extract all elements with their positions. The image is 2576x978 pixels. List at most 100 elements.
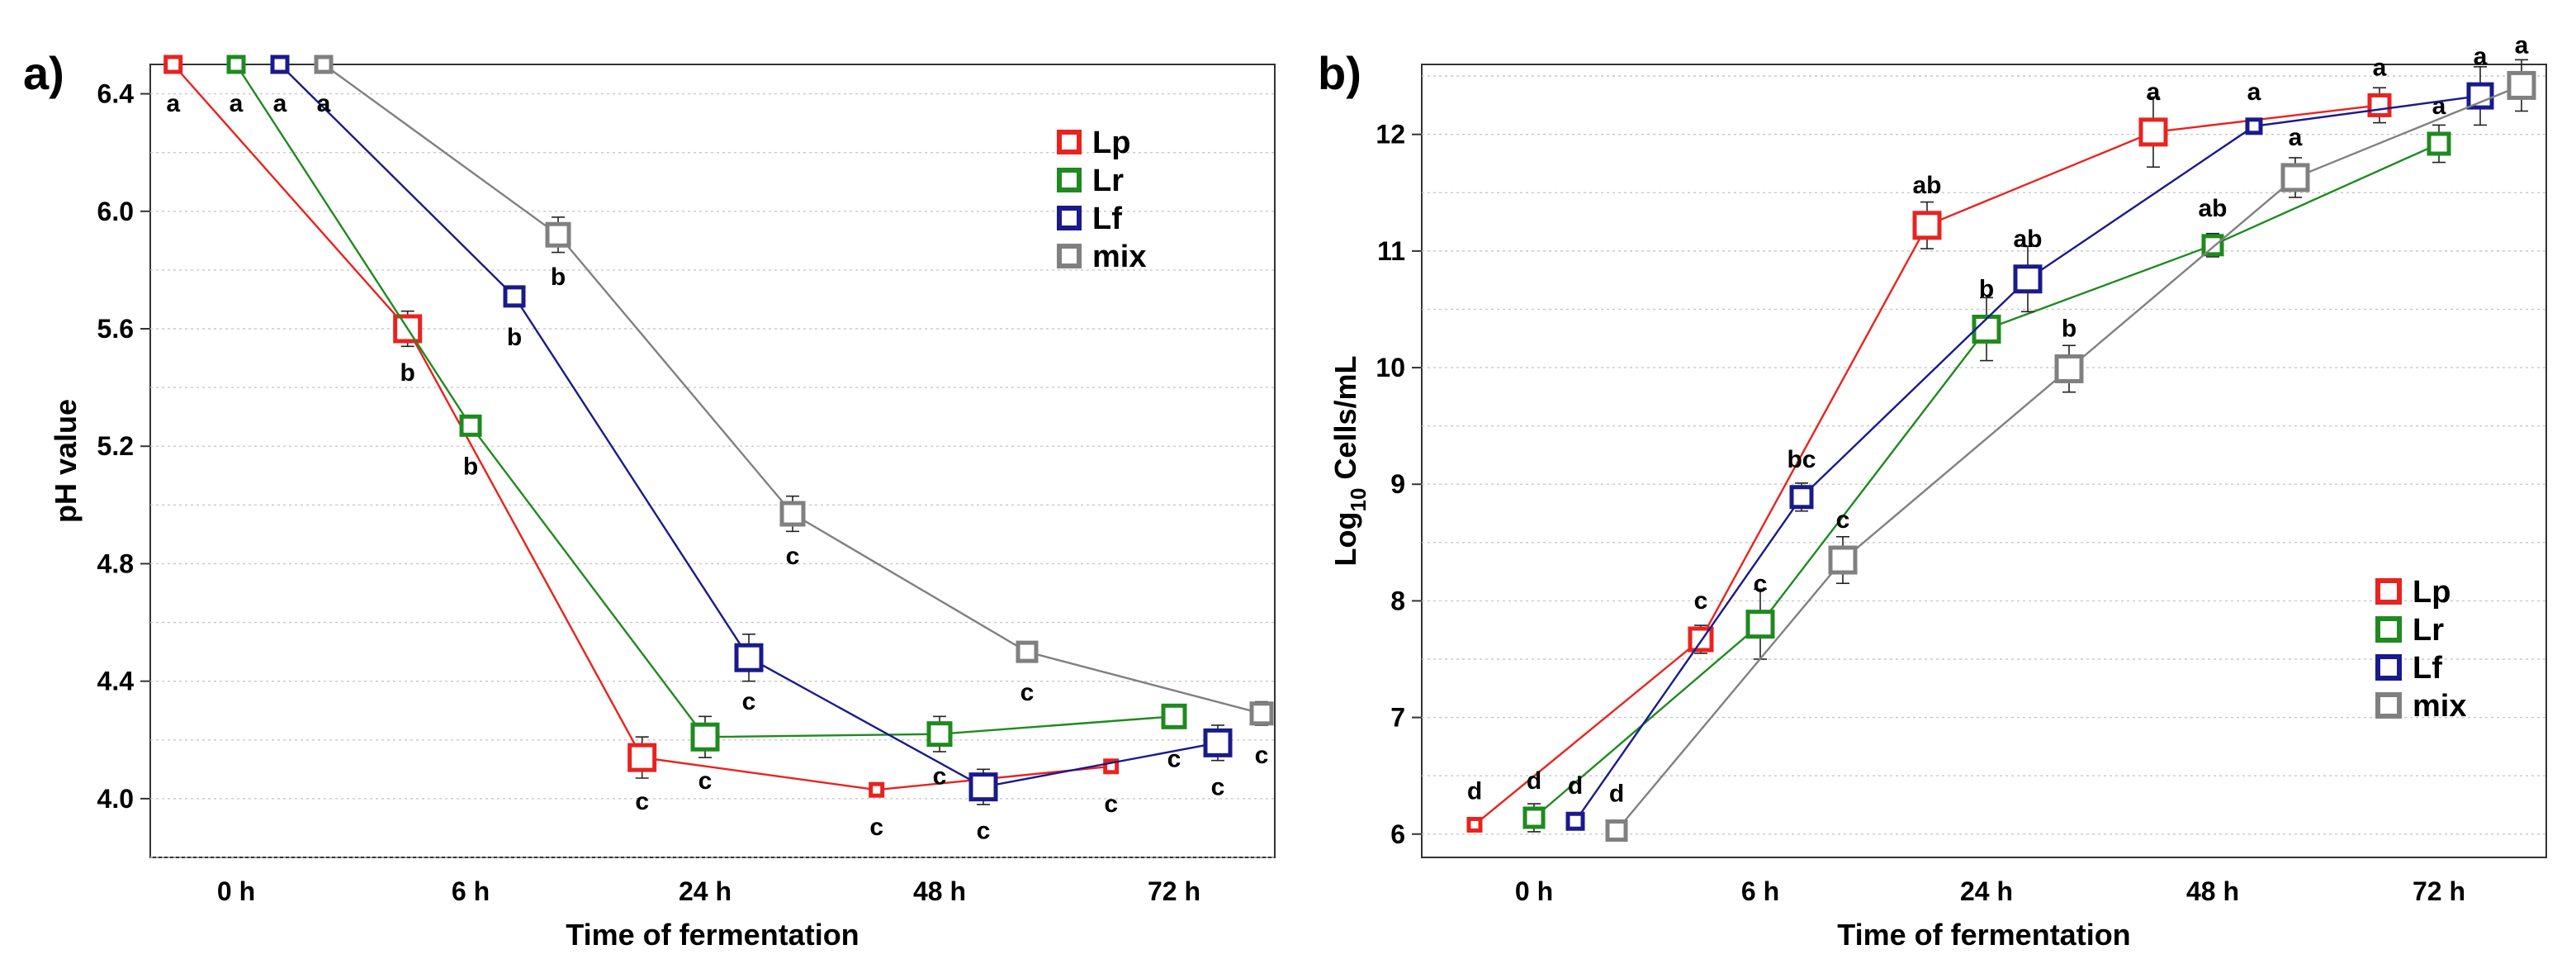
data-point — [163, 55, 183, 74]
significance-letter: b — [463, 453, 478, 480]
significance-letter: c — [869, 814, 883, 841]
panel-a-legend: Lp Lr Lf mix — [1057, 126, 1146, 274]
legend-label: Lp — [1092, 126, 1130, 160]
significance-letter: b — [2062, 315, 2076, 342]
y-tick-label: 7 — [1390, 703, 1405, 733]
x-tick-label: 24 h — [1960, 876, 2013, 906]
data-point — [314, 55, 334, 74]
y-tick-label: 5.2 — [97, 431, 134, 461]
data-point — [869, 781, 885, 798]
significance-letter: d — [1568, 772, 1583, 800]
legend-swatch — [2375, 654, 2402, 681]
data-point — [1565, 811, 1585, 831]
x-tick-label: 72 h — [2413, 876, 2465, 906]
data-point — [1522, 806, 1546, 829]
significance-letter: c — [1694, 587, 1708, 615]
data-point — [226, 55, 246, 74]
y-tick-label: 6 — [1390, 819, 1405, 849]
data-point — [1972, 314, 2001, 344]
data-point — [503, 285, 526, 308]
y-tick-label: 12 — [1376, 120, 1405, 150]
significance-letter: d — [1609, 781, 1624, 808]
y-tick-label: 10 — [1376, 353, 1405, 382]
data-point — [2367, 93, 2392, 117]
data-point — [1745, 610, 1775, 639]
data-point — [627, 743, 657, 772]
significance-letter: a — [166, 90, 180, 117]
legend-swatch — [2375, 578, 2402, 605]
data-point — [2466, 82, 2494, 110]
data-point — [2013, 264, 2043, 294]
significance-letter: b — [551, 263, 566, 291]
significance-letter: c — [977, 818, 991, 845]
legend-label: mix — [2413, 689, 2466, 724]
legend-item-Lf: Lf — [2375, 651, 2442, 686]
legend-swatch — [1057, 130, 1082, 154]
panel-b-plot-area — [1421, 64, 2547, 858]
panel-a: a) 4.0 4.4 4.8 5.2 5.6 6.0 6.4 0 h 6 h 24 h 48 h 7… — [23, 47, 1276, 952]
data-point — [1466, 816, 1483, 833]
panel-b-x-ticks: 0 h 6 h 24 h 48 h 72 h — [1515, 876, 2465, 906]
panel-b-label: b) — [1318, 47, 1361, 99]
legend-swatch — [2375, 692, 2402, 719]
significance-letter: a — [317, 90, 331, 117]
significance-letter: c — [933, 763, 947, 790]
series-Lf: d b c ab a a — [1565, 43, 2494, 831]
data-point — [779, 501, 806, 527]
panel-a-gridlines — [150, 93, 1275, 858]
legend-swatch — [1057, 168, 1082, 192]
data-point — [2054, 354, 2084, 383]
legend-item-mix: mix — [1057, 240, 1146, 274]
significance-letter: c — [786, 543, 800, 570]
significance-letter: a — [2515, 31, 2529, 59]
significance-letter: ab — [2013, 226, 2042, 253]
x-tick-label: 6 h — [452, 876, 490, 906]
data-point — [690, 722, 720, 752]
data-point — [1249, 701, 1274, 726]
panel-b-y-axis-title-rest: Cells/mL — [1328, 356, 1362, 488]
data-point — [1016, 640, 1039, 663]
panel-b-y-axis-title-sub: 10 — [1346, 488, 1371, 512]
series-Lf: a b c c c — [270, 55, 1233, 845]
y-tick-label: 6.4 — [97, 79, 135, 109]
data-point — [1912, 211, 1942, 240]
data-point — [968, 772, 998, 802]
data-point — [459, 414, 482, 437]
data-point — [1161, 703, 1187, 729]
significance-letter: ab — [1912, 172, 1941, 199]
significance-letter: ab — [2198, 195, 2227, 222]
data-point — [2427, 131, 2451, 156]
data-point — [1789, 485, 1814, 510]
data-point — [2138, 117, 2168, 147]
y-tick-label: 4.4 — [97, 667, 135, 696]
significance-letter: c — [742, 688, 756, 715]
significance-letter: a — [2474, 43, 2488, 70]
significance-letter: d — [1527, 767, 1541, 795]
legend-label: Lr — [2413, 613, 2444, 648]
panel-b-x-axis-title: Time of fermentation — [1837, 918, 2130, 952]
panel-a-x-ticks: 0 h 6 h 24 h 48 h 72 h — [217, 876, 1200, 906]
data-point — [2201, 234, 2224, 257]
significance-letter: a — [2147, 78, 2161, 106]
legend-label: Lf — [1092, 202, 1122, 236]
series-mix: a b c c c — [314, 55, 1274, 769]
data-point — [2245, 117, 2263, 135]
x-tick-label: 0 h — [1515, 876, 1553, 906]
significance-letter: a — [230, 90, 244, 117]
significance-letter: c — [1255, 742, 1269, 769]
legend-item-Lf: Lf — [1057, 202, 1122, 236]
x-tick-label: 48 h — [913, 876, 966, 906]
panel-b-y-axis-title-main: Log — [1328, 512, 1362, 567]
data-point — [545, 221, 571, 248]
significance-letter: c — [1104, 790, 1118, 818]
significance-letter: c — [1020, 679, 1035, 706]
y-tick-label: 9 — [1390, 469, 1405, 499]
panel-a-y-axis-title: pH value — [49, 399, 83, 523]
data-point — [734, 643, 764, 672]
data-point — [1203, 728, 1233, 757]
significance-letter: c — [1836, 506, 1850, 534]
